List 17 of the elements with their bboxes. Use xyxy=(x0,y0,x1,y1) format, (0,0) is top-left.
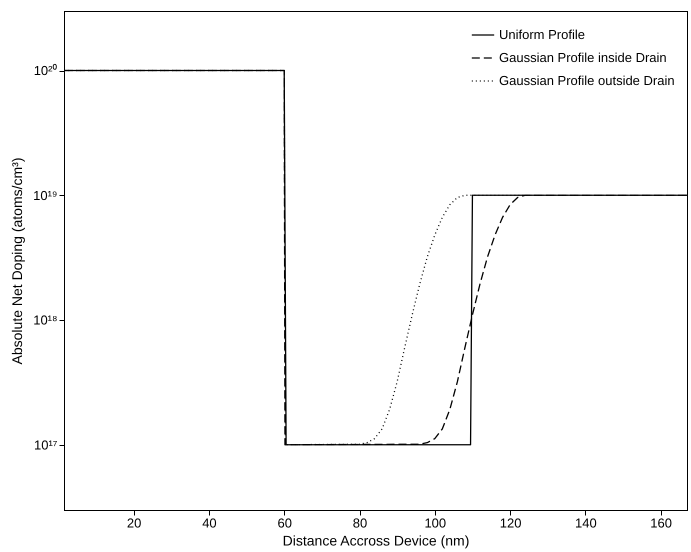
y-tick-label: 10²⁰ xyxy=(34,63,58,78)
x-tick-label: 80 xyxy=(352,516,368,530)
x-tick-label: 20 xyxy=(126,516,142,530)
y-tick-label: 10¹⁷ xyxy=(34,437,58,452)
legend-label: Uniform Profile xyxy=(499,27,585,42)
x-tick-label: 140 xyxy=(575,516,597,530)
y-tick-label: 10¹⁹ xyxy=(33,188,58,203)
x-tick-label: 60 xyxy=(277,516,292,530)
x-tick-label: 120 xyxy=(500,516,522,530)
x-tick-label: 160 xyxy=(650,516,672,530)
x-tick-label: 100 xyxy=(424,516,446,530)
x-tick-label: 40 xyxy=(202,516,217,530)
legend-label: Gaussian Profile inside Drain xyxy=(499,50,667,65)
x-axis-title: Distance Accross Device (nm) xyxy=(282,532,470,548)
y-axis-title: Absolute Net Doping (atoms/cm³) xyxy=(9,158,26,364)
legend-label: Gaussian Profile outside Drain xyxy=(499,73,675,88)
y-tick-label: 10¹⁸ xyxy=(33,312,58,328)
